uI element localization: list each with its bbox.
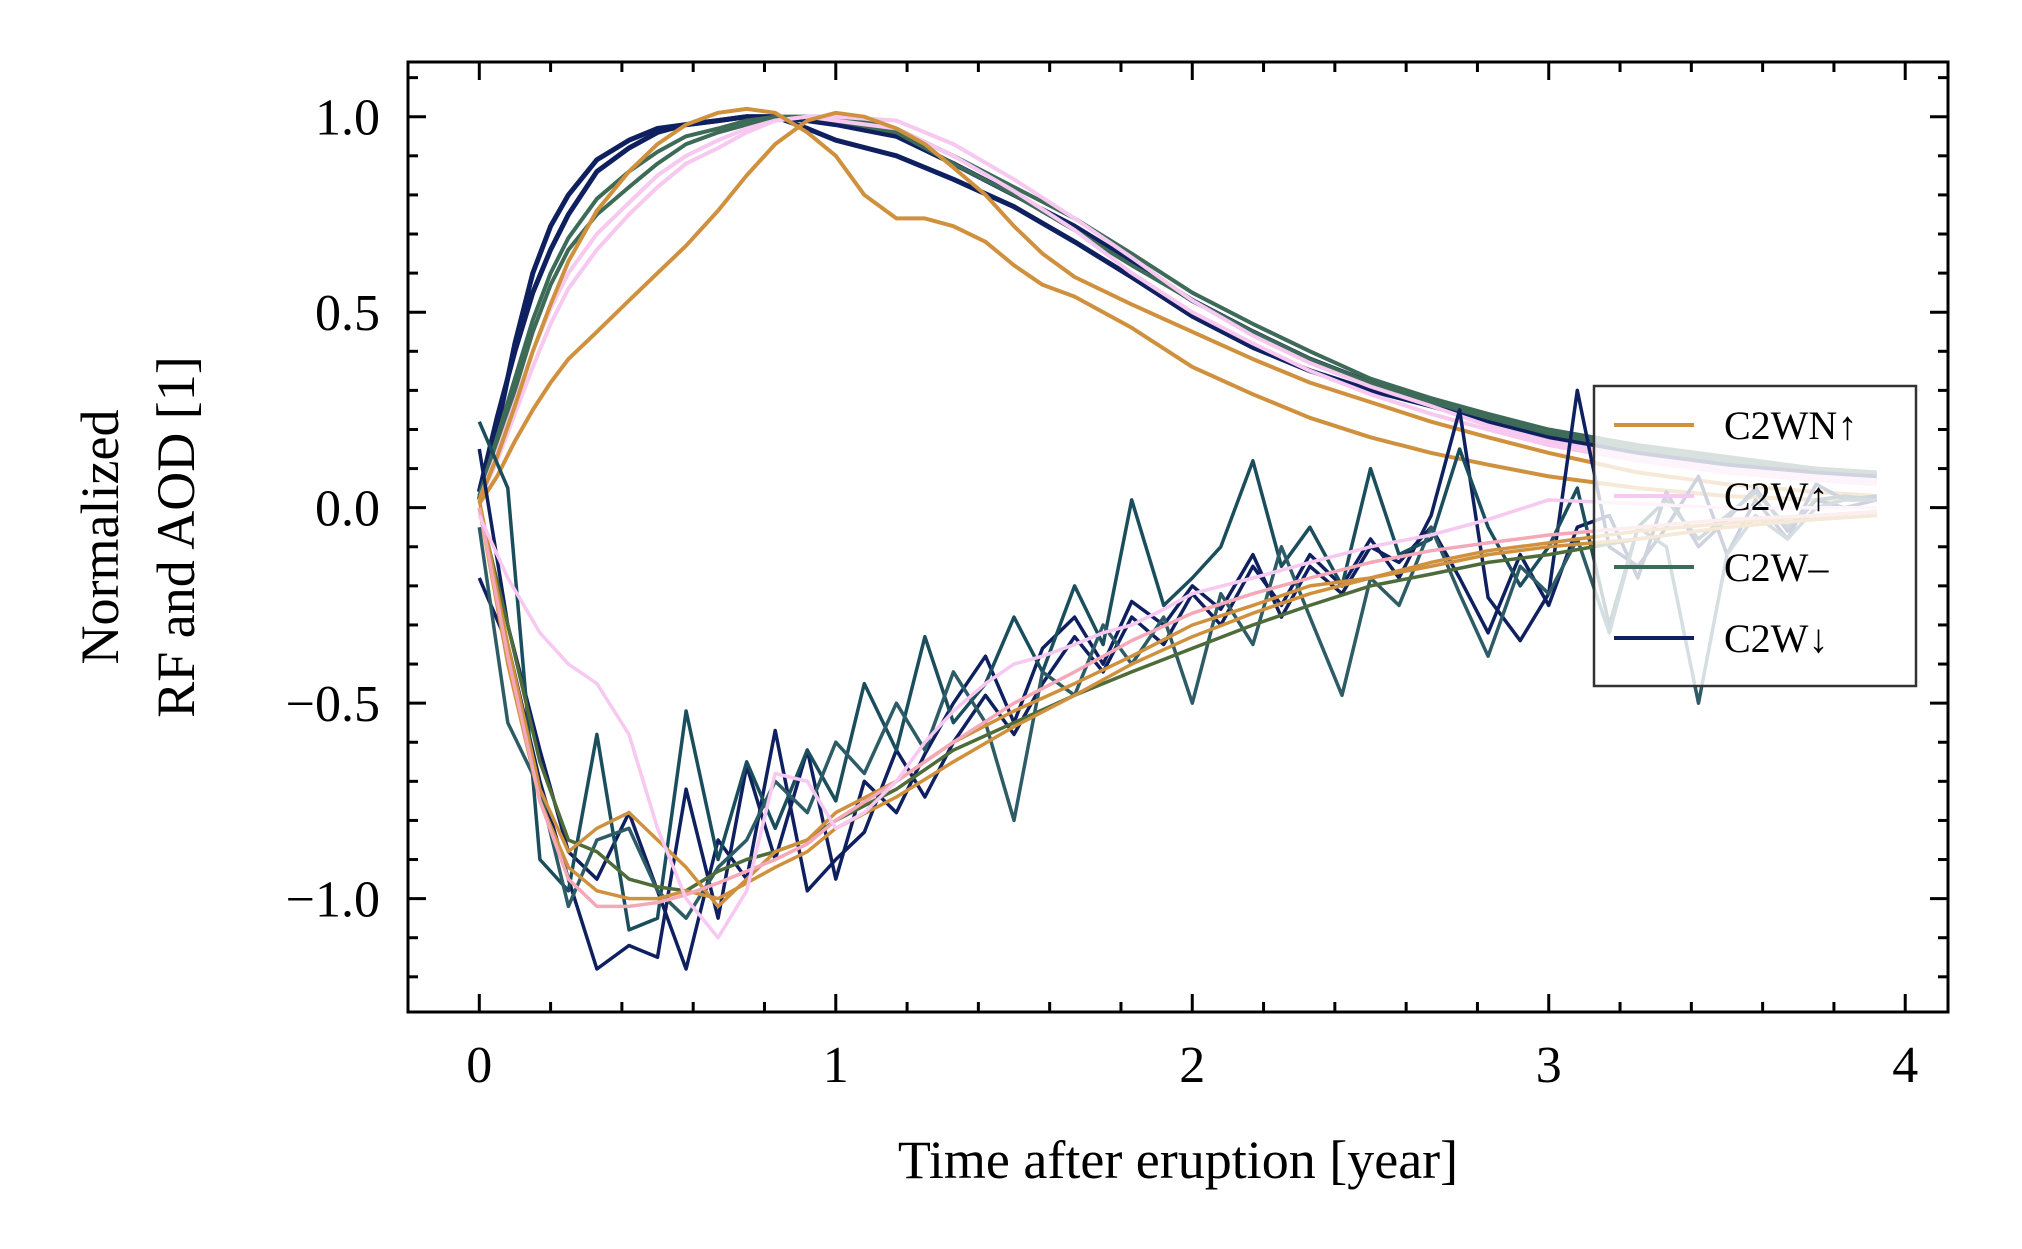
x-tick-label: 1: [823, 1037, 849, 1094]
legend-label: C2W–: [1724, 545, 1829, 590]
y-axis-title-line2: RF and AOD [1]: [146, 356, 206, 718]
legend-label: C2W↑: [1724, 474, 1828, 519]
plot-frame: [406, 60, 1950, 1014]
x-axis-title: Time after eruption [year]: [898, 1130, 1458, 1190]
x-tick-label: 3: [1536, 1037, 1562, 1094]
x-tick-labels: 0 1 2 3 4: [466, 1037, 1918, 1094]
y-tick-labels: −1.0 −0.5 0.0 0.5 1.0: [286, 90, 380, 929]
y-tick-label: −1.0: [286, 872, 380, 929]
series-line: [476, 114, 1877, 493]
y-tick-label: 0.0: [315, 481, 380, 538]
series-line: [477, 114, 1877, 497]
series-line: [477, 507, 1877, 901]
y-tick-label: 0.5: [315, 285, 380, 342]
series-line: [477, 507, 1877, 909]
y-axis-title-line1: Normalized: [70, 410, 130, 665]
series-line: [477, 498, 1877, 940]
y-tick-label: 1.0: [315, 90, 380, 147]
x-tick-label: 4: [1892, 1037, 1918, 1094]
series-line: [477, 110, 1877, 505]
legend: C2WN↑ C2W↑ C2W– C2W↓: [1592, 384, 1918, 688]
series-line: [477, 114, 1877, 501]
legend-label: C2WN↑: [1724, 403, 1857, 448]
legend-label: C2W↓: [1724, 616, 1828, 661]
tick-layer: [408, 62, 1948, 1012]
series-line: [477, 106, 1877, 502]
series-line: [477, 507, 1877, 893]
x-tick-label: 0: [466, 1037, 492, 1094]
y-tick-label: −0.5: [286, 676, 380, 733]
x-tick-label: 2: [1179, 1037, 1205, 1094]
